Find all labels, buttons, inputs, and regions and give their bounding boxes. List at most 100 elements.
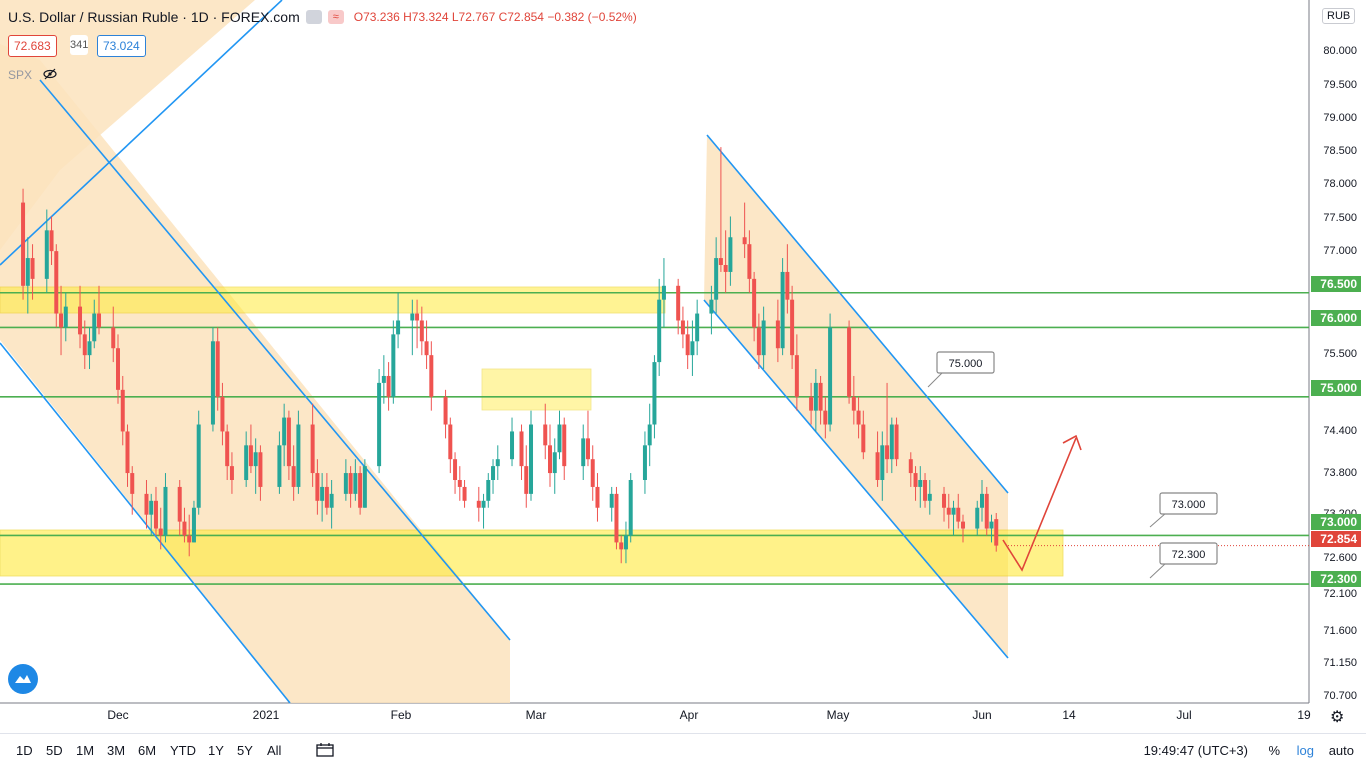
- spread-value: 341: [70, 35, 89, 55]
- timeframe-ytd[interactable]: YTD: [170, 743, 196, 758]
- candle-body: [661, 285, 666, 300]
- candle-body: [59, 313, 64, 328]
- date-range-icon[interactable]: [316, 743, 334, 760]
- candle-body: [961, 521, 966, 529]
- candle-body: [923, 480, 928, 501]
- timeframe-6m[interactable]: 6M: [138, 743, 157, 758]
- candle-body: [595, 486, 600, 508]
- price-label-bg: [1311, 276, 1361, 292]
- timeframe-5d[interactable]: 5D: [46, 743, 63, 758]
- candle-body: [543, 424, 548, 446]
- candle-body: [628, 480, 633, 536]
- projection-arrow-head: [1062, 434, 1082, 451]
- callout-box: [936, 351, 995, 374]
- candle-body: [120, 389, 125, 432]
- candle-body: [391, 334, 396, 397]
- low-value: L72.767: [451, 10, 496, 24]
- candle-body: [942, 493, 947, 508]
- candle-body: [980, 493, 984, 508]
- candle-body: [927, 493, 932, 501]
- timeframe-all[interactable]: All: [267, 743, 282, 758]
- price-chart[interactable]: 75.000 73.000 72.300 80.000 79.500 79.000 78.5…: [0, 0, 1366, 733]
- change-value: −0.382 (−0.52%): [547, 10, 637, 24]
- price-label-bg: [1311, 310, 1361, 326]
- candle-body: [761, 320, 766, 356]
- callout-pointer: [1149, 512, 1167, 528]
- candle-body: [92, 313, 97, 342]
- log-scale-toggle[interactable]: log: [1296, 743, 1314, 758]
- timeframe-1d[interactable]: 1D: [16, 743, 33, 758]
- bottom-toolbar: 1D 5D 1M 3M 6M YTD 1Y 5Y All 19:49:47 (U…: [0, 733, 1366, 769]
- candle-body: [780, 271, 785, 349]
- settings-gear-icon[interactable]: ⚙: [1330, 709, 1345, 726]
- resistance-zone: [0, 286, 666, 314]
- price-label-bg: [1311, 531, 1361, 547]
- callout-box: [1159, 492, 1218, 515]
- time-tick-label: 2021: [253, 708, 280, 722]
- price-tick-label: 72.600: [1323, 552, 1357, 564]
- candle-body: [775, 320, 780, 349]
- currency-label[interactable]: RUB: [1322, 8, 1356, 24]
- price-tick-label: 79.500: [1323, 79, 1357, 91]
- timeframe-1y[interactable]: 1Y: [208, 743, 224, 758]
- candle-body: [377, 382, 382, 467]
- percent-scale-toggle[interactable]: %: [1268, 743, 1280, 758]
- buy-price-button[interactable]: 73.024: [97, 35, 146, 57]
- candle-body: [690, 341, 695, 356]
- candle-body: [609, 493, 614, 508]
- candle-body: [415, 313, 420, 321]
- candle-body: [410, 313, 415, 321]
- timeframe-5y[interactable]: 5Y: [237, 743, 253, 758]
- tradingview-logo-icon[interactable]: [8, 664, 38, 694]
- candle-body: [476, 500, 481, 508]
- auto-scale-toggle[interactable]: auto: [1328, 743, 1354, 758]
- candle-body: [215, 341, 220, 397]
- candle-body: [149, 500, 154, 515]
- price-label: 76.500: [1320, 277, 1357, 291]
- callout-label: 72.300: [1172, 549, 1206, 561]
- compare-icon[interactable]: [305, 10, 322, 24]
- eye-hidden-icon[interactable]: [43, 68, 57, 80]
- clock-timezone[interactable]: 19:49:47 (UTC+3): [1143, 743, 1248, 758]
- candle-body: [310, 424, 315, 474]
- candle-body: [481, 500, 486, 508]
- candle-body: [856, 410, 861, 425]
- channel-shade-top: [0, 0, 255, 250]
- candle-body: [353, 473, 358, 494]
- candle-body: [97, 313, 102, 328]
- candle-body: [956, 507, 961, 522]
- overlay-symbol[interactable]: SPX: [8, 66, 57, 82]
- candle-body: [448, 424, 453, 460]
- candle-body: [130, 473, 135, 494]
- price-tick-label: 79.000: [1323, 112, 1357, 124]
- candle-body: [220, 396, 225, 432]
- time-tick-label: May: [827, 708, 850, 722]
- candle-body: [429, 355, 434, 397]
- wave-icon[interactable]: ≈: [327, 10, 344, 24]
- candle-body: [885, 445, 890, 460]
- candle-body: [457, 480, 462, 487]
- candle-body: [590, 459, 595, 487]
- candle-body: [794, 355, 799, 397]
- symbol-title[interactable]: U.S. Dollar / Russian Ruble · 1D · FOREX…: [8, 9, 300, 25]
- candle-body: [125, 431, 130, 474]
- channel-line: [703, 299, 1009, 659]
- candle-body: [918, 480, 923, 487]
- high-value: H73.324: [403, 10, 449, 24]
- candle-body: [619, 542, 624, 550]
- candle-body: [358, 473, 363, 508]
- candle-body: [362, 466, 367, 508]
- timeframe-3m[interactable]: 3M: [107, 743, 126, 758]
- projection-arrow: [1002, 437, 1077, 572]
- time-tick-label: Mar: [526, 708, 547, 722]
- candle-body: [396, 320, 401, 335]
- candle-body: [642, 445, 647, 480]
- sell-price-button[interactable]: 72.683: [8, 35, 57, 57]
- timeframe-1m[interactable]: 1M: [76, 743, 95, 758]
- price-tick-label: 71.600: [1323, 625, 1357, 637]
- candle-body: [87, 341, 92, 356]
- candle-body: [187, 535, 192, 543]
- candle-body: [861, 424, 866, 453]
- candle-body: [623, 535, 628, 550]
- callout-label: 75.000: [949, 358, 983, 370]
